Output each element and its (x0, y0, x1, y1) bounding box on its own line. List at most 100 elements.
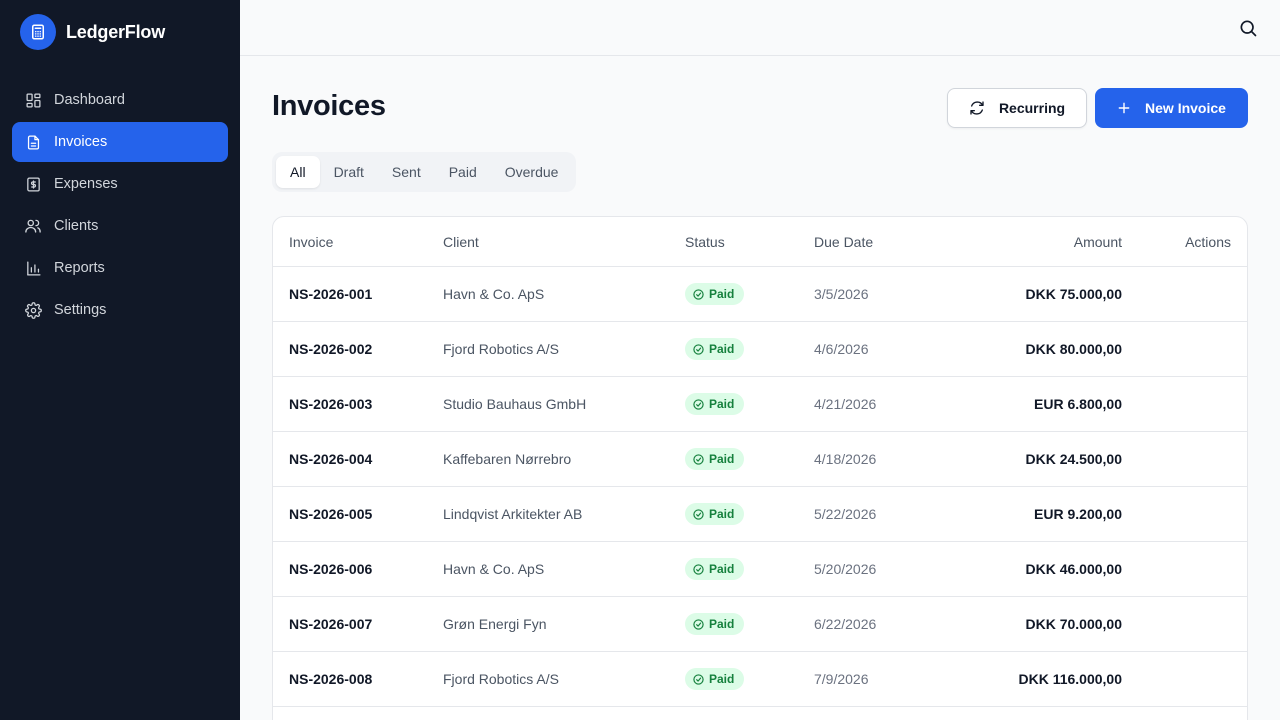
status-label: Paid (709, 672, 735, 686)
status-label: Paid (709, 617, 735, 631)
table-row[interactable]: NS-2026-003 Studio Bauhaus GmbH Paid 4/2… (273, 377, 1247, 432)
amount: EUR 9.200,00 (1034, 506, 1122, 522)
app-name: LedgerFlow (66, 21, 166, 42)
status-badge: Paid (685, 503, 745, 525)
invoice-number: NS-2026-008 (289, 671, 373, 687)
tab-paid[interactable]: Paid (448, 164, 477, 180)
client-name: Havn & Co. ApS (443, 561, 545, 577)
check-circle-icon (693, 618, 704, 630)
recurring-label: Recurring (998, 100, 1066, 116)
table-row[interactable]: NS-2026-001 Havn & Co. ApS Paid 3/5/2026… (273, 267, 1247, 322)
sidebar: LedgerFlow Dashboard Invoices Expenses C… (0, 0, 240, 720)
due-date: 4/18/2026 (814, 451, 877, 467)
new-invoice-button[interactable]: New Invoice (1095, 88, 1248, 128)
status-badge: Paid (685, 283, 745, 305)
column-header-invoice[interactable]: Invoice (289, 233, 334, 250)
tab-sent[interactable]: Sent (391, 164, 421, 180)
gear-icon (24, 301, 42, 319)
tab-draft[interactable]: Draft (333, 164, 364, 180)
check-circle-icon (693, 453, 704, 465)
sidebar-item-label: Reports (54, 260, 105, 276)
invoice-number: NS-2026-001 (289, 286, 373, 302)
invoices-table: Invoice Client Status Due Date Amount Ac… (272, 216, 1248, 720)
status-label: Paid (709, 507, 735, 521)
due-date: 7/9/2026 (814, 671, 869, 687)
search-icon[interactable] (1238, 18, 1258, 38)
sidebar-item-label: Settings (54, 302, 107, 318)
check-circle-icon (693, 343, 704, 355)
brand[interactable]: LedgerFlow (20, 14, 165, 50)
due-date: 5/22/2026 (814, 506, 877, 522)
client-name: Lindqvist Arkitekter AB (443, 506, 583, 522)
calculator-icon (20, 14, 56, 50)
amount: DKK 46.000,00 (1025, 561, 1122, 577)
tab-all[interactable]: All (276, 156, 320, 188)
status-filter-tabs: All Draft Sent Paid Overdue (272, 152, 577, 192)
client-name: Fjord Robotics A/S (443, 341, 559, 357)
client-name: Studio Bauhaus GmbH (443, 396, 587, 412)
column-header-client[interactable]: Client (443, 233, 479, 250)
sidebar-item-label: Invoices (54, 134, 108, 150)
sidebar-item-invoices[interactable]: Invoices (12, 122, 228, 162)
sidebar-item-clients[interactable]: Clients (12, 206, 228, 246)
receipt-icon (24, 175, 42, 193)
status-badge: Paid (685, 613, 745, 635)
status-label: Paid (709, 562, 735, 576)
client-name: Kaffebaren Nørrebro (443, 451, 572, 467)
status-label: Paid (709, 397, 735, 411)
check-circle-icon (693, 288, 704, 300)
column-header-actions: Actions (1185, 233, 1231, 250)
amount: DKK 75.000,00 (1025, 286, 1122, 302)
column-header-amount[interactable]: Amount (1073, 233, 1122, 250)
new-invoice-label: New Invoice (1145, 100, 1226, 116)
due-date: 3/5/2026 (814, 286, 869, 302)
sidebar-item-reports[interactable]: Reports (12, 248, 228, 288)
invoice-number: NS-2026-007 (289, 616, 373, 632)
table-row[interactable]: NS-2026-006 Havn & Co. ApS Paid 5/20/202… (273, 542, 1247, 597)
amount: DKK 80.000,00 (1025, 341, 1122, 357)
status-label: Paid (709, 342, 735, 356)
table-header: Invoice Client Status Due Date Amount Ac… (273, 217, 1247, 267)
amount: DKK 24.500,00 (1025, 451, 1122, 467)
column-header-status[interactable]: Status (685, 233, 725, 250)
refresh-icon (969, 100, 985, 116)
recurring-button[interactable]: Recurring (947, 88, 1087, 128)
status-badge: Paid (685, 338, 745, 360)
due-date: 4/6/2026 (814, 341, 869, 357)
client-name: Fjord Robotics A/S (443, 671, 559, 687)
status-label: Paid (709, 452, 735, 466)
status-badge: Paid (685, 393, 745, 415)
table-row[interactable]: NS-2026-005 Lindqvist Arkitekter AB Paid… (273, 487, 1247, 542)
table-row[interactable]: NS-2026-004 Kaffebaren Nørrebro Paid 4/1… (273, 432, 1247, 487)
due-date: 5/20/2026 (814, 561, 877, 577)
invoice-number: NS-2026-003 (289, 396, 373, 412)
status-badge: Paid (685, 558, 745, 580)
status-badge: Paid (685, 668, 745, 690)
client-name: Havn & Co. ApS (443, 286, 545, 302)
due-date: 4/21/2026 (814, 396, 877, 412)
table-row[interactable]: NS-2026-007 Grøn Energi Fyn Paid 6/22/20… (273, 597, 1247, 652)
tab-overdue[interactable]: Overdue (504, 164, 559, 180)
sidebar-item-label: Expenses (54, 176, 118, 192)
amount: EUR 6.800,00 (1034, 396, 1122, 412)
check-circle-icon (693, 673, 704, 685)
sidebar-item-label: Dashboard (54, 92, 125, 108)
sidebar-item-settings[interactable]: Settings (12, 290, 228, 330)
table-row[interactable]: NS-2026-002 Fjord Robotics A/S Paid 4/6/… (273, 322, 1247, 377)
amount: DKK 70.000,00 (1025, 616, 1122, 632)
bar-chart-icon (24, 259, 42, 277)
column-header-due-date[interactable]: Due Date (814, 233, 874, 250)
sidebar-nav: Dashboard Invoices Expenses Clients Repo… (12, 80, 228, 332)
status-badge: Paid (685, 448, 745, 470)
dashboard-grid-icon (24, 91, 42, 109)
sidebar-item-dashboard[interactable]: Dashboard (12, 80, 228, 120)
topbar (240, 0, 1280, 56)
check-circle-icon (693, 563, 704, 575)
due-date: 6/22/2026 (814, 616, 877, 632)
table-row[interactable]: NS-2026-008 Fjord Robotics A/S Paid 7/9/… (273, 652, 1247, 707)
sidebar-item-label: Clients (54, 218, 99, 234)
status-label: Paid (709, 287, 735, 301)
page-title: Invoices (272, 90, 386, 122)
users-icon (24, 217, 42, 235)
sidebar-item-expenses[interactable]: Expenses (12, 164, 228, 204)
